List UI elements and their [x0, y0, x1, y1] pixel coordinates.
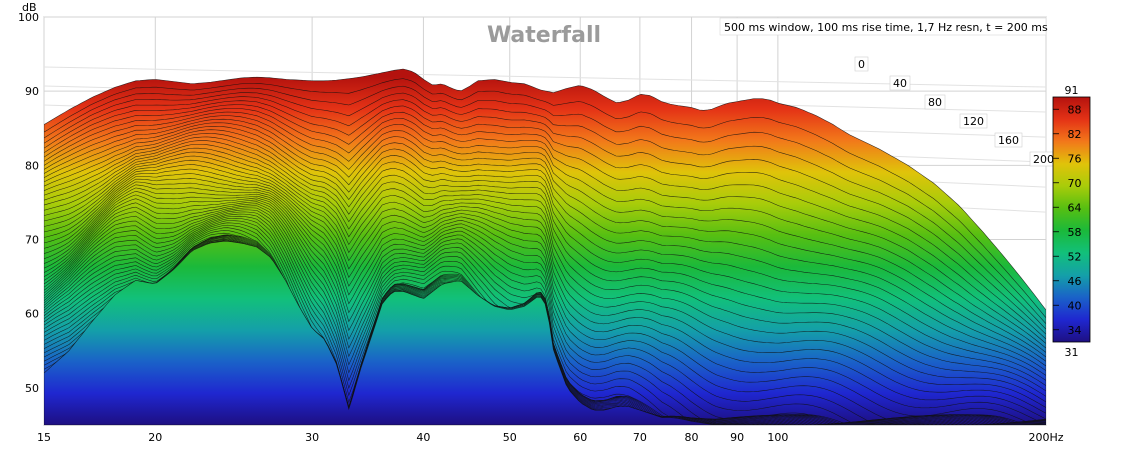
- time-gridline: [43, 66, 1047, 88]
- time-label-box: [994, 132, 1023, 148]
- color-scale-max-label: 91: [1065, 84, 1079, 97]
- window-annotation: 500 ms window, 100 ms rise time, 1,7 Hz …: [724, 21, 1048, 34]
- color-scale-tick-label: 58: [1068, 226, 1082, 239]
- x-tick-label: 40: [416, 431, 430, 444]
- time-label-box: [889, 75, 911, 91]
- time-tick-label: 0: [858, 58, 865, 71]
- y-tick-label: 90: [25, 85, 39, 98]
- y-tick-label: 50: [25, 382, 39, 395]
- annotation-box: [719, 17, 1047, 36]
- x-tick-label: 30: [305, 431, 319, 444]
- y-tick-label: 100: [18, 11, 39, 24]
- waterfall-surface: [44, 68, 1046, 425]
- chart-title: Waterfall: [487, 23, 601, 48]
- color-scale-bar: 34 40 46 52 58 64 70 76 82 88 91 31: [1052, 84, 1091, 359]
- x-tick-label: 50: [503, 431, 517, 444]
- color-scale-tick-label: 64: [1068, 201, 1082, 214]
- x-tick-label: 70: [633, 431, 647, 444]
- y-tick-label: 60: [25, 308, 39, 321]
- waterfall-slice: [44, 241, 1046, 425]
- axis-ticks: 15 20 30 40 50 60 70 80 90 100 200Hz 50 60 70 80 90 100: [18, 11, 1064, 444]
- y-tick-label: 80: [25, 159, 39, 172]
- y-axis-label: dB: [22, 1, 37, 14]
- color-scale-tick-label: 52: [1068, 250, 1082, 263]
- color-scale-tick-label: 46: [1068, 275, 1082, 288]
- color-scale-tick-label: 76: [1068, 152, 1082, 165]
- time-label-box: [959, 113, 988, 129]
- x-tick-label: 200Hz: [1028, 431, 1063, 444]
- time-tick-label: 40: [893, 77, 907, 90]
- color-scale-min-label: 31: [1065, 346, 1079, 359]
- time-label-box: [924, 94, 946, 110]
- color-scale-tick-label: 82: [1068, 128, 1082, 141]
- time-tick-label: 120: [963, 115, 984, 128]
- time-tick-label: 160: [998, 134, 1019, 147]
- time-tick-label: 80: [928, 96, 942, 109]
- y-tick-label: 70: [25, 234, 39, 247]
- color-scale-gradient: [1052, 96, 1091, 343]
- color-scale-tick-label: 70: [1068, 177, 1082, 190]
- time-label-box: [854, 56, 869, 72]
- x-tick-label: 20: [148, 431, 162, 444]
- color-scale-tick-label: 40: [1068, 299, 1082, 312]
- x-tick-label: 90: [730, 431, 744, 444]
- time-tick-label: 200: [1033, 153, 1054, 166]
- x-tick-label: 15: [37, 431, 51, 444]
- color-scale-tick-label: 34: [1068, 324, 1082, 337]
- color-scale-tick-label: 88: [1068, 103, 1082, 116]
- x-tick-label: 80: [685, 431, 699, 444]
- x-tick-label: 60: [573, 431, 587, 444]
- x-tick-label: 100: [767, 431, 788, 444]
